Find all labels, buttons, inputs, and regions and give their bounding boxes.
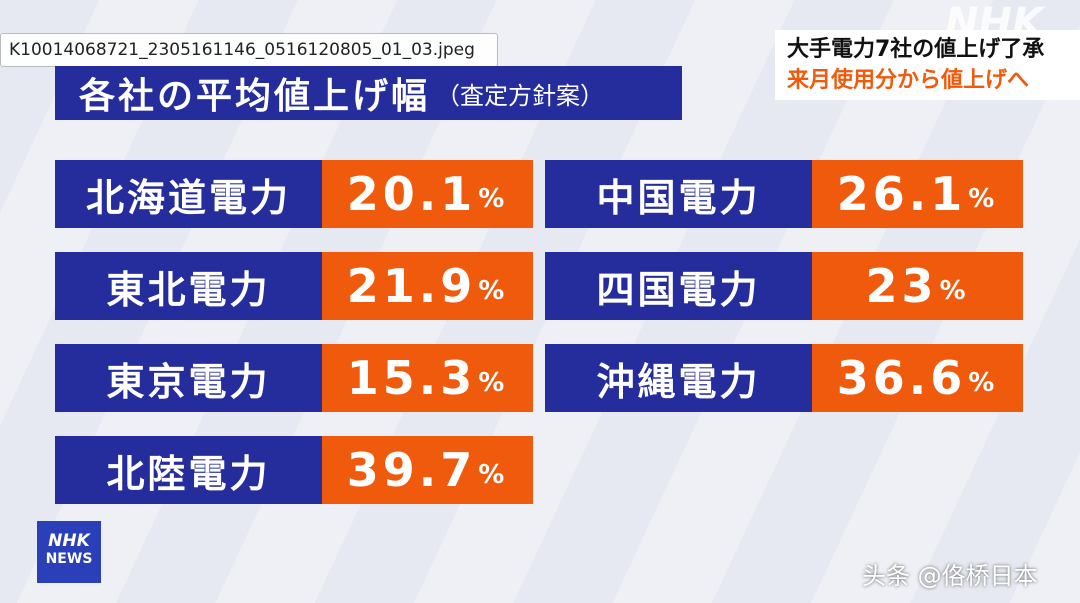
value: 23 — [865, 259, 938, 313]
value-cell: 36.6% — [812, 344, 1023, 412]
unit: % — [478, 460, 509, 490]
value-cell: 23% — [812, 252, 1023, 320]
headline-box: 大手電力7社の値上げ了承 来月使用分から値上げへ — [775, 30, 1080, 100]
value: 20.1 — [346, 167, 477, 221]
company-cell: 東京電力 — [55, 344, 322, 412]
company: 東京電力 — [106, 359, 271, 404]
company-cell: 沖縄電力 — [545, 344, 812, 412]
value: 21.9 — [346, 259, 477, 313]
company: 沖縄電力 — [596, 359, 761, 404]
value-cell: 26.1% — [812, 160, 1023, 228]
value: 26.1 — [836, 167, 967, 221]
title: 各社の平均値上げ幅 — [79, 76, 431, 117]
unit: % — [968, 368, 999, 398]
company-cell: 四国電力 — [545, 252, 812, 320]
company: 中国電力 — [596, 175, 761, 220]
unit: % — [478, 368, 509, 398]
headline: 大手電力7社の値上げ了承 — [787, 37, 1045, 62]
unit: % — [939, 276, 970, 306]
unit: % — [968, 184, 999, 214]
nhk-watermark: NHK — [945, 0, 1043, 46]
value: 39.7 — [346, 443, 477, 497]
watermark: 头条 @佫桥日本 — [862, 562, 1038, 590]
value: 36.6 — [836, 351, 967, 405]
subtitle: （査定方針案） — [436, 81, 605, 110]
value: 15.3 — [346, 351, 477, 405]
news-logo-top: NHK — [48, 531, 90, 551]
headline-sub: 来月使用分から値上げへ — [787, 68, 1030, 93]
value-cell: 39.7% — [322, 436, 533, 504]
company-cell: 北陸電力 — [55, 436, 322, 504]
value-cell: 20.1% — [322, 160, 533, 228]
value-cell: 21.9% — [322, 252, 533, 320]
company-cell: 北海道電力 — [55, 160, 322, 228]
company: 北海道電力 — [85, 175, 291, 220]
news-logo: NHK NEWS — [37, 521, 101, 583]
file-label: K10014068721_2305161146_0516120805_01_03… — [0, 33, 498, 67]
title-box: 各社の平均値上げ幅 （査定方針案） — [55, 66, 682, 120]
company: 東北電力 — [106, 267, 271, 312]
unit: % — [478, 184, 509, 214]
news-logo-bottom: NEWS — [45, 551, 93, 567]
company: 四国電力 — [596, 267, 761, 312]
company-cell: 中国電力 — [545, 160, 812, 228]
company: 北陸電力 — [106, 451, 271, 496]
unit: % — [478, 276, 509, 306]
value-cell: 15.3% — [322, 344, 533, 412]
company-cell: 東北電力 — [55, 252, 322, 320]
